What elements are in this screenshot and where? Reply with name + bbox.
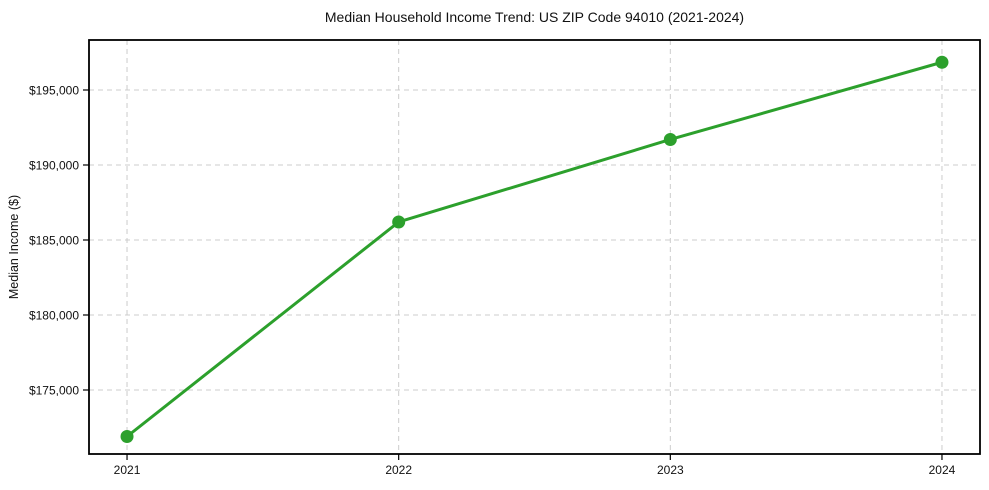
y-tick-label: $195,000 — [29, 83, 79, 97]
chart-title: Median Household Income Trend: US ZIP Co… — [324, 9, 745, 25]
plot-border — [88, 39, 981, 455]
data-point-2023 — [663, 132, 677, 146]
y-tick-label: $185,000 — [29, 233, 79, 247]
y-tick-label: $175,000 — [29, 383, 79, 397]
data-point-2021 — [120, 429, 134, 443]
data-point-2024 — [935, 55, 949, 69]
y-tick-label: $190,000 — [29, 158, 79, 172]
x-tick-label: 2021 — [114, 463, 141, 477]
x-tick-label: 2023 — [657, 463, 684, 477]
data-point-2022 — [392, 215, 406, 229]
trend-line — [125, 60, 944, 438]
y-tick-label: $180,000 — [29, 308, 79, 322]
x-tick-label: 2024 — [929, 463, 956, 477]
x-tick-label: 2022 — [385, 463, 412, 477]
